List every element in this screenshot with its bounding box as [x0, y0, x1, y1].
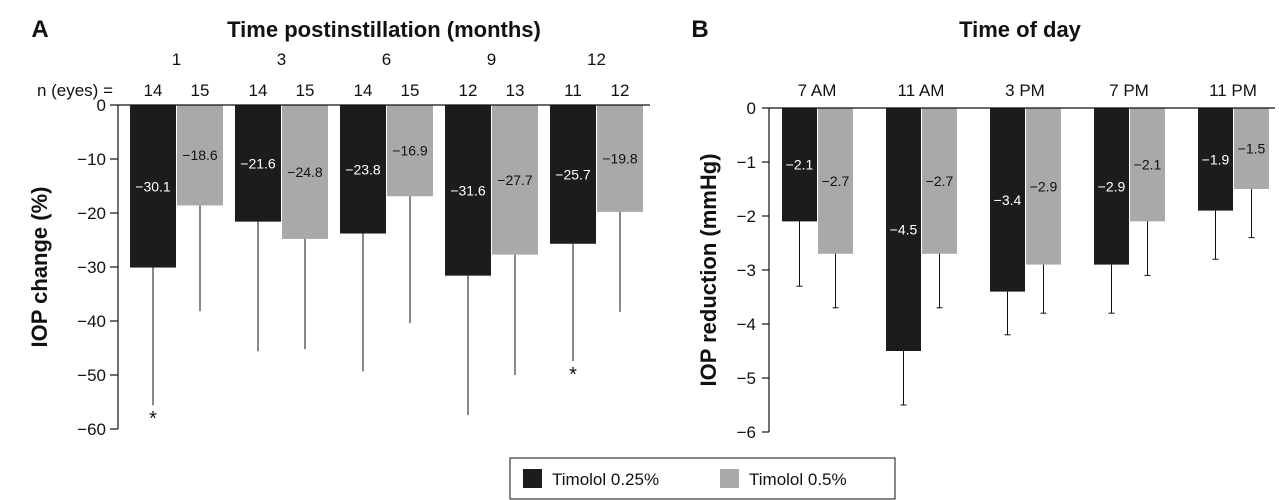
panel-a-bar-6-series2	[387, 105, 433, 197]
legend-swatch-timolol-025	[523, 469, 542, 488]
panel-b-y-tick-label: −1	[737, 153, 756, 172]
panel-a-data-label-1-series1: −21.6	[240, 155, 276, 171]
panel-a-bar-9-series2	[492, 105, 538, 255]
panel-b-category-label: 7 AM	[798, 81, 837, 100]
panel-a-n-label-4-series1: 11	[564, 81, 582, 100]
panel-a-bar-12-series1	[550, 105, 596, 244]
panel-a-y-tick-label: −60	[77, 420, 106, 439]
panel-a-n-label-3-series2: 13	[506, 81, 525, 100]
panel-a-y-tick-label: −10	[77, 150, 106, 169]
panel-b-bar-3-pm-series1	[990, 108, 1025, 292]
panel-b-data-label-0-series2: −2.7	[822, 173, 850, 189]
panel-a-significance-asterisk: *	[149, 408, 157, 430]
panel-b-bar-7-pm-series1	[1094, 108, 1129, 265]
panel-b-bar-7-am-series1	[782, 108, 817, 222]
panel-b-y-axis-label: IOP reduction (mmHg)	[696, 153, 721, 386]
panel-b-bar-11-pm-series2	[1234, 108, 1269, 189]
panel-a-y-tick-label: −20	[77, 204, 106, 223]
legend-box	[509, 457, 896, 500]
panel-b-category-label: 7 PM	[1109, 81, 1149, 100]
panel-b-y-tick-label: 0	[747, 99, 756, 118]
panel-a-bar-1-series2	[177, 105, 223, 206]
panel-a-n-label-2-series2: 15	[401, 81, 420, 100]
panel-b-bar-7-pm-series2	[1130, 108, 1165, 222]
panel-a-n-label-0-series1: 14	[144, 81, 163, 100]
panel-a-bar-1-series1	[130, 105, 176, 268]
panel-a-y-axis-label: IOP change (%)	[27, 187, 52, 348]
panel-b-category-label: 11 AM	[898, 81, 945, 100]
panel-a-data-label-2-series1: −23.8	[345, 161, 381, 177]
panel-a-category-label: 1	[172, 50, 181, 69]
panel-b-data-label-3-series1: −2.9	[1098, 178, 1126, 194]
panel-a-data-label-3-series1: −31.6	[450, 182, 486, 198]
panel-b-letter: B	[691, 16, 708, 43]
panel-b-category-label: 11 PM	[1209, 81, 1257, 100]
panel-a-letter: A	[31, 16, 48, 43]
panel-a-y-tick-label: −40	[77, 312, 106, 331]
panel-b-data-label-4-series2: −1.5	[1238, 141, 1266, 157]
panel-a-y-tick-label: −50	[77, 366, 106, 385]
panel-b-bar-11-am-series1	[886, 108, 921, 351]
panel-b-bar-11-am-series2	[922, 108, 957, 254]
panel-b-y-tick-label: −2	[737, 207, 756, 226]
panel-b-category-label: 3 PM	[1005, 81, 1045, 100]
panel-b-data-label-2-series1: −3.4	[994, 192, 1022, 208]
panel-a-n-label-1-series2: 15	[296, 81, 315, 100]
panel-a-title: Time postinstillation (months)	[227, 17, 541, 42]
panel-a-data-label-3-series2: −27.7	[497, 172, 533, 188]
panel-b-data-label-1-series2: −2.7	[926, 173, 954, 189]
panel-a-n-label-1-series1: 14	[249, 81, 268, 100]
panel-a-category-label: 3	[277, 50, 286, 69]
panel-a-n-label-3-series1: 12	[459, 81, 478, 100]
panel-b-data-label-0-series1: −2.1	[786, 157, 814, 173]
panel-a-n-label-0-series2: 15	[191, 81, 210, 100]
panel-b-y-tick-label: −5	[737, 369, 756, 388]
panel-b-plot: −2.1 −2.7 7 AM −4.5 −2.7 11 AM −3.4 −2.9 3 PM −2.…	[737, 81, 1275, 442]
legend-label-timolol-025: Timolol 0.25%	[552, 470, 659, 489]
panel-a-bar-3-series1	[235, 105, 281, 222]
panel-a-data-label-2-series2: −16.9	[392, 143, 428, 159]
panel-b-y-tick-label: −3	[737, 261, 756, 280]
panel-b-data-label-4-series1: −1.9	[1202, 151, 1230, 167]
panel-a-bar-6-series1	[340, 105, 386, 234]
legend-swatch-timolol-05	[720, 469, 739, 488]
legend: Timolol 0.25% Timolol 0.5%	[509, 457, 896, 500]
panel-a-data-label-4-series2: −19.8	[602, 150, 638, 166]
panel-a-n-label-2-series1: 14	[354, 81, 373, 100]
legend-label-timolol-05: Timolol 0.5%	[749, 470, 847, 489]
panel-a-n-label: n (eyes) =	[37, 81, 113, 100]
panel-a-data-label-0-series1: −30.1	[135, 178, 171, 194]
panel-a-category-label: 12	[587, 50, 606, 69]
panel-b-bar-3-pm-series2	[1026, 108, 1061, 265]
panel-b-y-tick-label: −4	[737, 315, 756, 334]
panel-a-data-label-1-series2: −24.8	[287, 164, 323, 180]
panel-a-data-label-4-series1: −25.7	[555, 166, 591, 182]
panel-b-data-label-2-series2: −2.9	[1030, 178, 1058, 194]
panel-a-bar-9-series1	[445, 105, 491, 276]
panel-a-y-tick-label: 0	[97, 96, 106, 115]
panel-a-category-label: 9	[487, 50, 496, 69]
panel-a-plot: −30.1 −18.6 1 14 15 −21.6 −24.8 3 14 15 −23.8 −16.9…	[77, 50, 650, 439]
panel-b-data-label-3-series2: −2.1	[1134, 157, 1162, 173]
panel-b-title: Time of day	[959, 17, 1082, 42]
panel-a-bar-3-series2	[282, 105, 328, 239]
panel-b-data-label-1-series1: −4.5	[890, 222, 918, 238]
panel-a-n-label-4-series2: 12	[611, 81, 630, 100]
panel-a-category-label: 6	[382, 50, 391, 69]
panel-a-significance-asterisk: *	[569, 364, 577, 386]
panel-b-y-tick-label: −6	[737, 423, 756, 442]
panel-b-bar-7-am-series2	[818, 108, 853, 254]
panel-a-bar-12-series2	[597, 105, 643, 212]
panel-b-bar-11-pm-series1	[1198, 108, 1233, 211]
panel-a-y-tick-label: −30	[77, 258, 106, 277]
panel-a-data-label-0-series2: −18.6	[182, 147, 218, 163]
